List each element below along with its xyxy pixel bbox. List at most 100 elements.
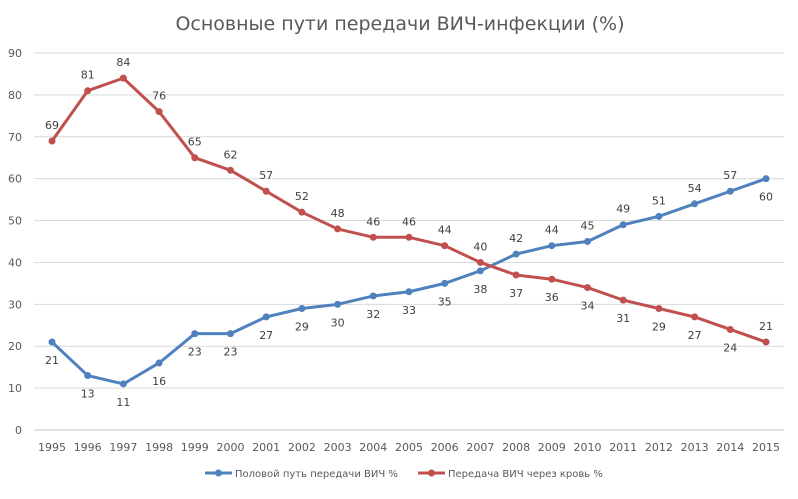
data-point (762, 175, 770, 183)
data-label: 46 (366, 215, 380, 228)
data-point (334, 300, 342, 308)
data-label: 29 (295, 321, 309, 334)
data-point (334, 225, 342, 233)
data-point (619, 221, 627, 229)
data-label: 48 (331, 207, 345, 220)
data-label: 31 (616, 312, 630, 325)
x-tick-label: 2008 (502, 441, 530, 454)
data-label: 30 (331, 316, 345, 329)
data-label: 57 (723, 169, 737, 182)
data-label: 65 (188, 136, 202, 149)
data-point (191, 154, 199, 162)
x-tick-label: 2013 (681, 441, 709, 454)
chart-title: Основные пути передачи ВИЧ-инфекции (%) (175, 13, 624, 35)
y-tick-label: 10 (8, 382, 22, 395)
y-tick-label: 50 (8, 215, 22, 228)
x-tick-label: 1997 (109, 441, 137, 454)
data-point (155, 108, 163, 116)
data-label: 40 (473, 240, 487, 253)
x-tick-label: 2009 (538, 441, 566, 454)
legend-swatch-marker (428, 469, 435, 477)
legend-label: Половой путь передачи ВИЧ % (235, 469, 398, 480)
x-tick-label: 2001 (252, 441, 280, 454)
data-point (262, 187, 270, 195)
data-point (548, 242, 556, 250)
data-point (584, 238, 591, 245)
data-label: 54 (688, 182, 702, 195)
data-point (262, 313, 270, 321)
data-label: 13 (81, 388, 95, 401)
data-label: 24 (723, 341, 737, 354)
y-tick-label: 40 (8, 256, 22, 269)
data-point (155, 359, 163, 367)
x-tick-label: 2005 (395, 441, 423, 454)
data-point (369, 233, 377, 241)
data-label: 38 (473, 283, 487, 296)
x-tick-label: 2014 (716, 441, 744, 454)
legend-swatch-marker (215, 469, 222, 477)
x-tick-label: 1999 (181, 441, 209, 454)
data-label: 51 (652, 194, 666, 207)
y-tick-label: 20 (8, 340, 22, 353)
data-label: 29 (652, 321, 666, 334)
data-point (298, 208, 306, 216)
data-point (48, 137, 56, 145)
data-label: 46 (402, 215, 416, 228)
data-point (619, 296, 627, 304)
data-point (655, 305, 663, 313)
data-label: 34 (581, 300, 595, 313)
y-tick-label: 30 (8, 298, 22, 311)
data-label: 62 (224, 148, 238, 161)
data-point (298, 305, 306, 313)
data-label: 52 (295, 190, 309, 203)
data-label: 57 (259, 169, 273, 182)
data-label: 36 (545, 291, 559, 304)
data-point (84, 372, 92, 380)
data-point (84, 87, 92, 95)
data-point (726, 187, 734, 195)
data-point (441, 279, 449, 287)
data-label: 33 (402, 304, 416, 317)
y-tick-label: 90 (8, 47, 22, 60)
data-label: 45 (581, 220, 595, 233)
data-label: 44 (545, 224, 559, 237)
data-label: 60 (759, 191, 773, 204)
legend-label: Передача ВИЧ через кровь % (448, 469, 603, 480)
data-label: 35 (438, 295, 452, 308)
data-point (119, 74, 127, 82)
data-point (691, 200, 699, 208)
data-point (476, 258, 484, 266)
data-label: 27 (259, 329, 273, 342)
series-line-2 (50, 76, 767, 344)
x-tick-label: 2012 (645, 441, 673, 454)
data-label: 81 (81, 69, 95, 82)
x-tick-label: 2006 (431, 441, 459, 454)
x-tick-label: 2010 (574, 441, 602, 454)
data-point (119, 380, 127, 388)
data-point (227, 330, 234, 338)
x-tick-label: 2000 (217, 441, 245, 454)
x-tick-label: 2007 (466, 441, 494, 454)
data-label: 44 (438, 224, 452, 237)
data-label: 21 (45, 354, 59, 367)
data-point (191, 330, 199, 338)
data-point (726, 325, 734, 333)
data-label: 16 (152, 375, 166, 388)
data-label: 84 (116, 56, 130, 69)
series-line-1 (50, 177, 767, 386)
data-label: 21 (759, 320, 773, 333)
data-point (762, 338, 770, 346)
data-label: 37 (509, 287, 523, 300)
x-tick-label: 2004 (359, 441, 387, 454)
x-tick-label: 2002 (288, 441, 316, 454)
data-point (512, 250, 520, 258)
data-label: 27 (688, 329, 702, 342)
data-point (369, 292, 377, 300)
x-tick-label: 2011 (609, 441, 637, 454)
data-point (691, 313, 699, 321)
data-point (548, 275, 556, 283)
data-label: 69 (45, 119, 59, 132)
data-label: 23 (224, 346, 238, 359)
